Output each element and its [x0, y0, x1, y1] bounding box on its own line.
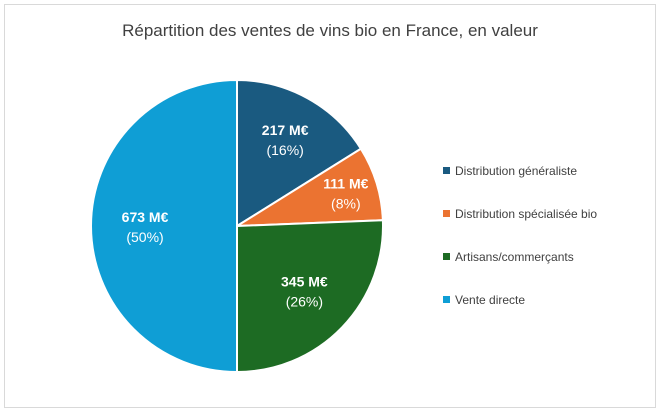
legend-swatch	[443, 296, 450, 303]
chart-frame: Répartition des ventes de vins bio en Fr…	[4, 4, 656, 408]
legend-item: Vente directe	[443, 292, 597, 307]
slice-percent-label: (50%)	[126, 229, 163, 245]
legend-label: Artisans/commerçants	[455, 249, 574, 264]
pie-slice	[236, 78, 363, 228]
slice-value-label: 217 M€	[262, 122, 309, 138]
slice-percent-label: (26%)	[286, 294, 323, 310]
legend-label: Distribution spécialisée bio	[455, 206, 598, 221]
pie-chart: 217 M€ (16%) 111 M€ (8%) 345 M€ (26%) 673 M€ (5…	[90, 78, 384, 374]
legend: Distribution généraliste Distribution sp…	[443, 163, 597, 335]
legend-item: Artisans/commerçants	[443, 249, 597, 264]
legend-item: Distribution généraliste	[443, 163, 597, 178]
legend-swatch	[443, 210, 450, 217]
legend-label: Distribution généraliste	[455, 163, 578, 178]
legend-swatch	[443, 167, 450, 174]
slice-value-label: 345 M€	[281, 274, 328, 290]
legend-swatch	[443, 253, 450, 260]
slice-value-label: 673 M€	[122, 209, 169, 225]
pie-slice	[90, 78, 238, 374]
legend-item: Distribution spécialisée bio	[443, 206, 597, 221]
slice-percent-label: (8%)	[331, 195, 361, 211]
slice-percent-label: (16%)	[266, 142, 303, 158]
pie-slice	[236, 219, 384, 374]
chart-title: Répartition des ventes de vins bio en Fr…	[122, 21, 538, 40]
legend-label: Vente directe	[455, 292, 526, 307]
slice-value-label: 111 M€	[323, 175, 368, 191]
